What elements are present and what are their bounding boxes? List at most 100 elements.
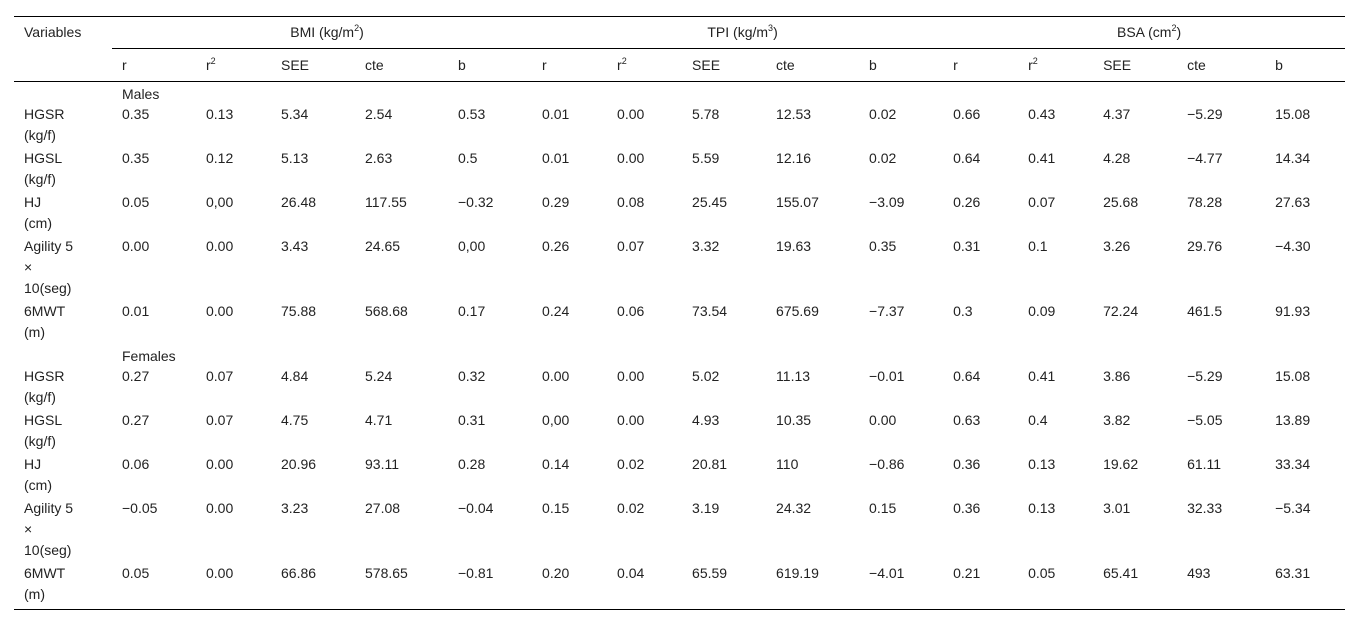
variable-label-line: Agility 5 [24, 238, 74, 254]
value-cell: 0.14 [542, 456, 570, 472]
value-cell: 578.65 [355, 562, 448, 610]
value-cell: 0.31 [458, 412, 486, 428]
value-cell: 72.24 [1103, 303, 1139, 319]
value-cell: 20.81 [692, 456, 728, 472]
value-cell: 5.34 [281, 106, 309, 122]
value-cell: 19.63 [776, 238, 812, 254]
value-cell: 3.23 [281, 500, 309, 516]
subcol-header-r2: r2 [1018, 48, 1094, 82]
value-cell: 3.19 [692, 500, 720, 516]
subcol-header-r2: r2 [196, 48, 271, 82]
value-cell: 0.01 [122, 303, 150, 319]
subcol-header-r2: r2 [607, 48, 683, 82]
value-cell: 65.59 [682, 562, 767, 610]
value-cell: 0.00 [206, 238, 234, 254]
table-row: HJ (cm) 0.05 0,00 26.48 117.55 −0.32 0.29 0.08 25… [14, 191, 1345, 235]
value-cell: 0.04 [607, 562, 683, 610]
variable-label-line: Agility 5 [24, 500, 74, 516]
value-cell: 27.08 [365, 500, 401, 516]
variable-cell: HGSL (kg/f) [14, 147, 112, 191]
value-cell: 0.29 [542, 194, 570, 210]
variable-label-line: 6MWT [24, 303, 66, 319]
value-cell: 0.02 [869, 106, 897, 122]
value-cell: 15.08 [1275, 368, 1311, 384]
header-row-groups: Variables BMI (kg/m2) TPI (kg/m3) BSA (c… [14, 16, 1346, 82]
value-cell: 0.00 [206, 456, 234, 472]
value-cell: −7.37 [869, 303, 905, 319]
value-cell: 65.41 [1093, 562, 1178, 610]
variable-label-line: (cm) [24, 477, 52, 493]
value-cell: 0.08 [617, 194, 645, 210]
variable-cell: HGSR (kg/f) [14, 103, 112, 147]
value-cell: 78.28 [1187, 194, 1223, 210]
value-cell: 0.13 [1028, 456, 1056, 472]
value-cell: 3.32 [692, 238, 720, 254]
value-cell: 0.53 [458, 106, 486, 122]
value-cell: 0.20 [532, 562, 608, 610]
value-cell: 2.54 [365, 106, 393, 122]
value-cell: 0.31 [953, 238, 981, 254]
value-cell: −0.86 [869, 456, 905, 472]
value-cell: 0.27 [122, 412, 150, 428]
value-cell: 0.01 [542, 150, 570, 166]
section-row: Males [14, 82, 1345, 104]
value-cell: 5.02 [692, 368, 720, 384]
value-cell: 24.32 [776, 500, 812, 516]
subcol-header-see: SEE [682, 48, 767, 82]
value-cell: 0.00 [617, 412, 645, 428]
value-cell: 0.09 [1028, 303, 1056, 319]
value-cell: 0.4 [1028, 412, 1048, 428]
value-cell: 0.00 [206, 303, 234, 319]
value-cell: 20.96 [281, 456, 317, 472]
variable-label-line: 10(seg) [24, 542, 72, 558]
value-cell: 3.86 [1103, 368, 1131, 384]
subcol-header-b: b [1265, 48, 1346, 82]
value-cell: 0.63 [953, 412, 981, 428]
value-cell: 4.93 [692, 412, 720, 428]
value-cell: 0.32 [458, 368, 486, 384]
variable-label-line: (kg/f) [24, 171, 56, 187]
value-cell: 0.00 [196, 562, 271, 610]
variable-label-line: 6MWT [24, 565, 66, 581]
value-cell: 0.02 [617, 500, 645, 516]
value-cell: 0.15 [869, 500, 897, 516]
value-cell: 14.34 [1275, 150, 1311, 166]
value-cell: 0.64 [953, 368, 981, 384]
table-body: Males HGSR (kg/f) 0.35 0.13 5.34 2.54 0.53 0.01 0… [14, 82, 1346, 610]
table-header: Variables BMI (kg/m2) TPI (kg/m3) BSA (c… [14, 16, 1346, 82]
value-cell: 75.88 [281, 303, 317, 319]
value-cell: 0.66 [953, 106, 981, 122]
value-cell: 0.12 [206, 150, 234, 166]
value-cell: 12.53 [776, 106, 812, 122]
value-cell: 0.26 [953, 194, 981, 210]
variable-cell: Agility 5 × 10(seg) [14, 235, 112, 300]
variables-header: Variables [14, 16, 112, 82]
subcol-header-r: r [943, 48, 1019, 82]
value-cell: 25.68 [1103, 194, 1139, 210]
value-cell: 0.07 [617, 238, 645, 254]
table-row: Agility 5 × 10(seg) −0.05 0.00 3.23 27.08 −0.04… [14, 497, 1345, 562]
value-cell: 24.65 [365, 238, 401, 254]
value-cell: 155.07 [776, 194, 819, 210]
value-cell: 19.62 [1103, 456, 1139, 472]
value-cell: 13.89 [1275, 412, 1311, 428]
value-cell: 0.1 [1028, 238, 1048, 254]
variable-cell: HGSR (kg/f) [14, 365, 112, 409]
value-cell: −0.04 [458, 500, 494, 516]
variable-cell: HGSL (kg/f) [14, 409, 112, 453]
value-cell: 5.24 [365, 368, 393, 384]
subcol-header-cte: cte [766, 48, 860, 82]
variable-label-line: HJ [24, 194, 42, 210]
value-cell: 4.28 [1103, 150, 1131, 166]
value-cell: −0.81 [448, 562, 533, 610]
value-cell: 0.02 [617, 456, 645, 472]
variable-cell: HJ (cm) [14, 191, 112, 235]
subcol-header-cte: cte [355, 48, 448, 82]
value-cell: 0.41 [1028, 150, 1056, 166]
value-cell: 5.59 [692, 150, 720, 166]
value-cell: 0.43 [1028, 106, 1056, 122]
value-cell: 0.26 [542, 238, 570, 254]
table-row: HJ (cm) 0.06 0.00 20.96 93.11 0.28 0.14 0.02 20.8… [14, 453, 1345, 497]
value-cell: 0.00 [617, 368, 645, 384]
value-cell: −4.30 [1275, 238, 1311, 254]
